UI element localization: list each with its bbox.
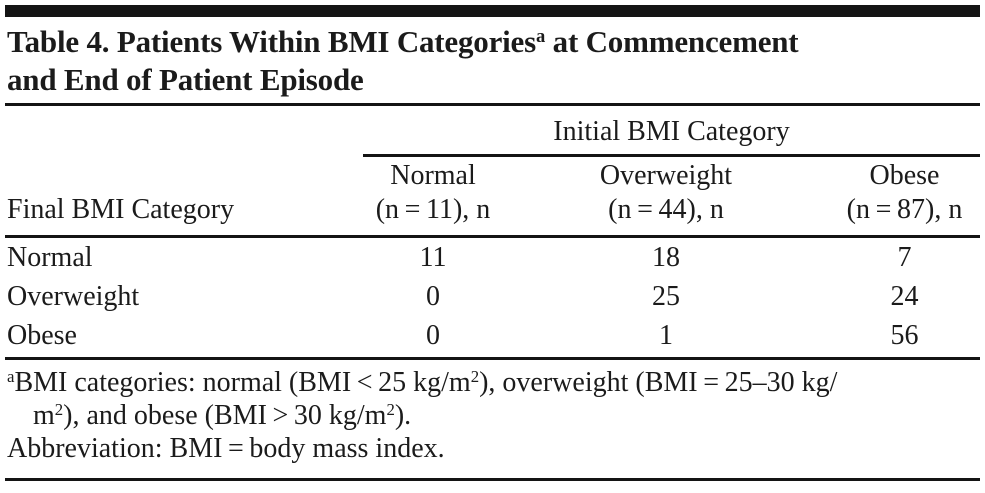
cell-value: 24 (890, 281, 919, 312)
cell-value: 56 (890, 320, 919, 351)
cell-value: 1 (659, 320, 673, 351)
table-title: Table 4. Patients Within BMI Categoriesa… (5, 23, 980, 99)
column-header-label: Obese (869, 160, 940, 191)
spanner-row: Initial BMI Category (5, 106, 980, 157)
table-title-line-2: and End of Patient Episode (7, 62, 364, 97)
table-row: Normal 11 18 7 (5, 238, 980, 277)
column-header-label: Normal (390, 160, 476, 191)
cell-value: 7 (897, 242, 912, 273)
column-header-obese: Obese (n = 87), n (829, 157, 980, 235)
column-header-n: (n = 44), n (608, 194, 724, 225)
column-header-overweight: Overweight (n = 44), n (503, 157, 829, 235)
footnote-bmi-categories-line-2: m2), and obese (BMI > 30 kg/m2). (33, 399, 412, 431)
spanner-spacer (5, 106, 363, 157)
top-rule-bar (5, 5, 980, 17)
column-spanner-label: Initial BMI Category (363, 106, 980, 157)
footnotes: aBMI categories: normal (BMI < 25 kg/m2)… (5, 360, 980, 465)
column-header-normal: Normal (n = 11), n (363, 157, 503, 235)
table-header: Initial BMI Category Final BMI Category … (5, 106, 980, 238)
table-body: Normal 11 18 7 Overweight 0 25 24 Obese … (5, 238, 980, 360)
footnote-bmi-categories-line-1: aBMI categories: normal (BMI < 25 kg/m2)… (7, 366, 838, 398)
cell-value: 18 (652, 242, 680, 273)
footnote-abbreviation: Abbreviation: BMI = body mass index. (7, 433, 445, 464)
cell-value: 11 (419, 242, 447, 273)
stub-header: Final BMI Category (7, 194, 235, 225)
column-header-n: (n = 87), n (846, 194, 963, 225)
row-label: Overweight (7, 281, 140, 312)
table-row: Overweight 0 25 24 (5, 277, 980, 316)
cell-value: 0 (426, 281, 440, 312)
subheader-row: Final BMI Category Normal (n = 11), n Ov… (5, 157, 980, 235)
cell-value: 0 (426, 320, 440, 351)
row-label: Normal (7, 242, 93, 273)
bottom-rule (5, 478, 980, 481)
row-label: Obese (7, 320, 77, 351)
title-rule (5, 103, 980, 106)
column-header-n: (n = 11), n (375, 194, 491, 225)
table-title-line-1: Table 4. Patients Within BMI Categoriesa… (7, 24, 799, 59)
cell-value: 25 (652, 281, 680, 312)
table-row: Obese 0 1 56 (5, 316, 980, 355)
table-figure: Table 4. Patients Within BMI Categoriesa… (5, 5, 980, 481)
column-header-label: Overweight (599, 160, 733, 191)
